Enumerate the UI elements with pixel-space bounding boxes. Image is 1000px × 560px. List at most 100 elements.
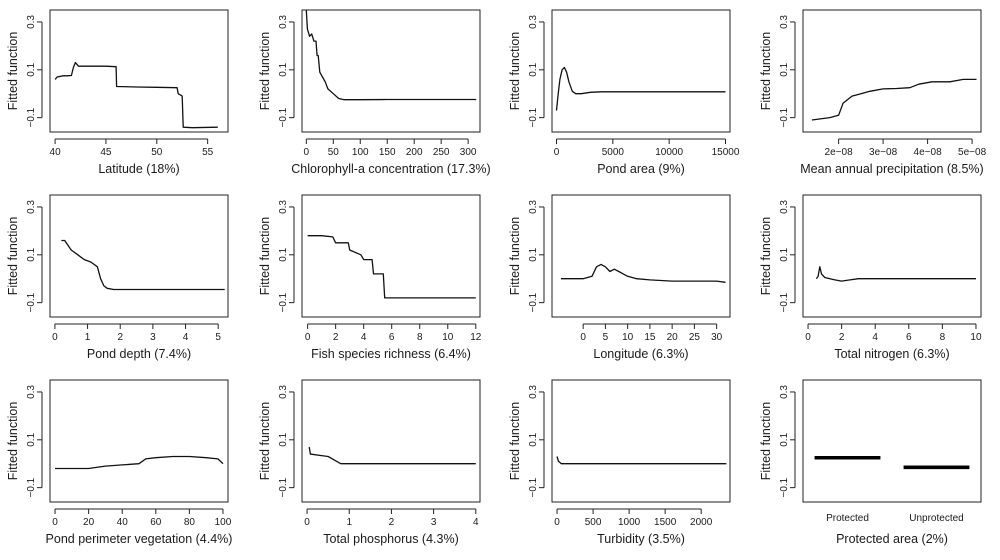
x-axis-title: Fish species richness (6.4%)	[311, 347, 471, 361]
x-tick-label: 0	[52, 517, 58, 528]
fitted-line	[555, 66, 726, 111]
x-tick-label: 40	[50, 147, 62, 158]
x-tick-label: 8	[417, 332, 423, 343]
y-tick-label: 0.3	[528, 200, 539, 214]
y-tick-label: −0.1	[779, 477, 790, 497]
y-tick-label: 0.1	[278, 247, 289, 261]
x-tick-label: 10	[970, 332, 982, 343]
x-tick-label: 0	[304, 147, 310, 158]
x-tick-label: 0	[554, 147, 560, 158]
fitted-line	[54, 61, 218, 129]
y-tick-label: −0.1	[26, 477, 37, 497]
y-axis-title: Fitted function	[6, 32, 20, 111]
x-tick-label: 25	[689, 332, 701, 343]
plot-frame	[551, 194, 731, 318]
x-tick-label: 10	[442, 332, 454, 343]
x-tick-label: 2	[117, 332, 123, 343]
x-tick-label: 80	[184, 517, 196, 528]
y-tick-label: −0.1	[528, 107, 539, 127]
fitted-line	[811, 78, 977, 121]
y-tick-label: 0.3	[528, 385, 539, 399]
x-tick-label: 4e−08	[914, 147, 943, 158]
x-tick-label: 8	[940, 332, 946, 343]
y-axis-title: Fitted function	[508, 402, 522, 481]
x-tick-label: 30	[711, 332, 723, 343]
y-axis-title: Fitted function	[258, 402, 272, 481]
x-tick-label: 60	[150, 517, 162, 528]
x-tick-label: 150	[379, 147, 396, 158]
x-axis-title: Pond depth (7.4%)	[87, 347, 191, 361]
y-tick-label: −0.1	[779, 292, 790, 312]
x-tick-label: 500	[585, 517, 602, 528]
x-tick-label: 50	[151, 147, 163, 158]
x-axis-title: Total nitrogen (6.3%)	[834, 347, 949, 361]
y-tick-label: 0.3	[278, 200, 289, 214]
x-axis-title: Turbidity (3.5%)	[597, 532, 685, 546]
x-tick-label: 6	[389, 332, 395, 343]
y-axis-title: Fitted function	[759, 402, 773, 481]
x-tick-label: 3e−08	[869, 147, 898, 158]
x-tick-label: 55	[202, 147, 214, 158]
y-tick-label: −0.1	[26, 107, 37, 127]
x-tick-label: 15	[644, 332, 656, 343]
x-tick-label: 0	[554, 517, 560, 528]
fitted-line	[556, 456, 727, 465]
y-tick-label: 0.3	[26, 200, 37, 214]
x-tick-label: 2e−08	[825, 147, 854, 158]
y-tick-label: 0.1	[779, 432, 790, 446]
x-axis-title: Pond area (9%)	[597, 162, 685, 176]
panel-12: −0.1 0.1 0.3 Fitted function Protected Unprot…	[759, 379, 982, 546]
x-tick-label: Protected	[826, 513, 869, 524]
plot-frame	[49, 194, 229, 318]
y-tick-label: 0.3	[779, 385, 790, 399]
x-tick-label: 0	[304, 517, 310, 528]
x-tick-label: 5000	[602, 147, 625, 158]
x-axis-title: Latitude (18%)	[98, 162, 179, 176]
panel-5: −0.1 0.1 0.3 Fitted function 0 1 2 3 4 5 Pond dept…	[6, 194, 229, 361]
fitted-line	[307, 235, 476, 299]
panel-7: −0.1 0.1 0.3 Fitted function 0 5 10 15 20 25 30 Lon…	[508, 194, 731, 361]
y-axis-title: Fitted function	[6, 217, 20, 296]
x-tick-label: 45	[100, 147, 112, 158]
plot-frame	[301, 9, 481, 133]
y-tick-label: 0.1	[26, 247, 37, 261]
fitted-line	[55, 455, 224, 470]
panel-2: −0.1 0.1 0.3 Fitted function 0 50 100 150 200 250…	[258, 9, 491, 176]
y-tick-label: 0.1	[779, 62, 790, 76]
x-tick-label: 300	[460, 147, 477, 158]
y-tick-label: −0.1	[278, 477, 289, 497]
x-tick-label: 20	[83, 517, 95, 528]
panel-6: −0.1 0.1 0.3 Fitted function 0 2 4 6 8 10 12 Fish s…	[258, 194, 482, 361]
x-tick-label: 2	[333, 332, 339, 343]
x-axis-title: Pond perimeter vegetation (4.4%)	[46, 532, 233, 546]
x-tick-label: 50	[328, 147, 340, 158]
x-tick-label: 0	[52, 332, 58, 343]
x-tick-label: 4	[361, 332, 367, 343]
y-tick-label: 0.1	[278, 432, 289, 446]
y-tick-label: 0.3	[26, 15, 37, 29]
x-tick-label: Unprotected	[909, 513, 963, 524]
plot-frame	[551, 379, 731, 503]
x-tick-label: 250	[433, 147, 450, 158]
x-tick-label: 4	[872, 332, 878, 343]
x-tick-label: 5e−08	[958, 147, 987, 158]
x-tick-label: 15000	[712, 147, 740, 158]
y-tick-label: 0.3	[528, 15, 539, 29]
y-tick-label: 0.1	[278, 62, 289, 76]
plot-frame	[301, 194, 481, 318]
x-axis-title: Total phosphorus (4.3%)	[323, 532, 459, 546]
panel-8: −0.1 0.1 0.3 Fitted function 0 2 4 6 8 10 Total ni…	[759, 194, 982, 361]
y-tick-label: 0.1	[528, 62, 539, 76]
y-tick-label: 0.1	[528, 432, 539, 446]
x-tick-label: 3	[431, 517, 437, 528]
y-tick-label: 0.3	[779, 200, 790, 214]
y-axis-title: Fitted function	[6, 402, 20, 481]
y-tick-label: −0.1	[528, 292, 539, 312]
fitted-line	[815, 266, 976, 282]
y-tick-label: 0.1	[26, 62, 37, 76]
x-tick-label: 3	[150, 332, 156, 343]
x-tick-label: 2	[389, 517, 395, 528]
x-tick-label: 4	[183, 332, 189, 343]
y-axis-title: Fitted function	[258, 217, 272, 296]
